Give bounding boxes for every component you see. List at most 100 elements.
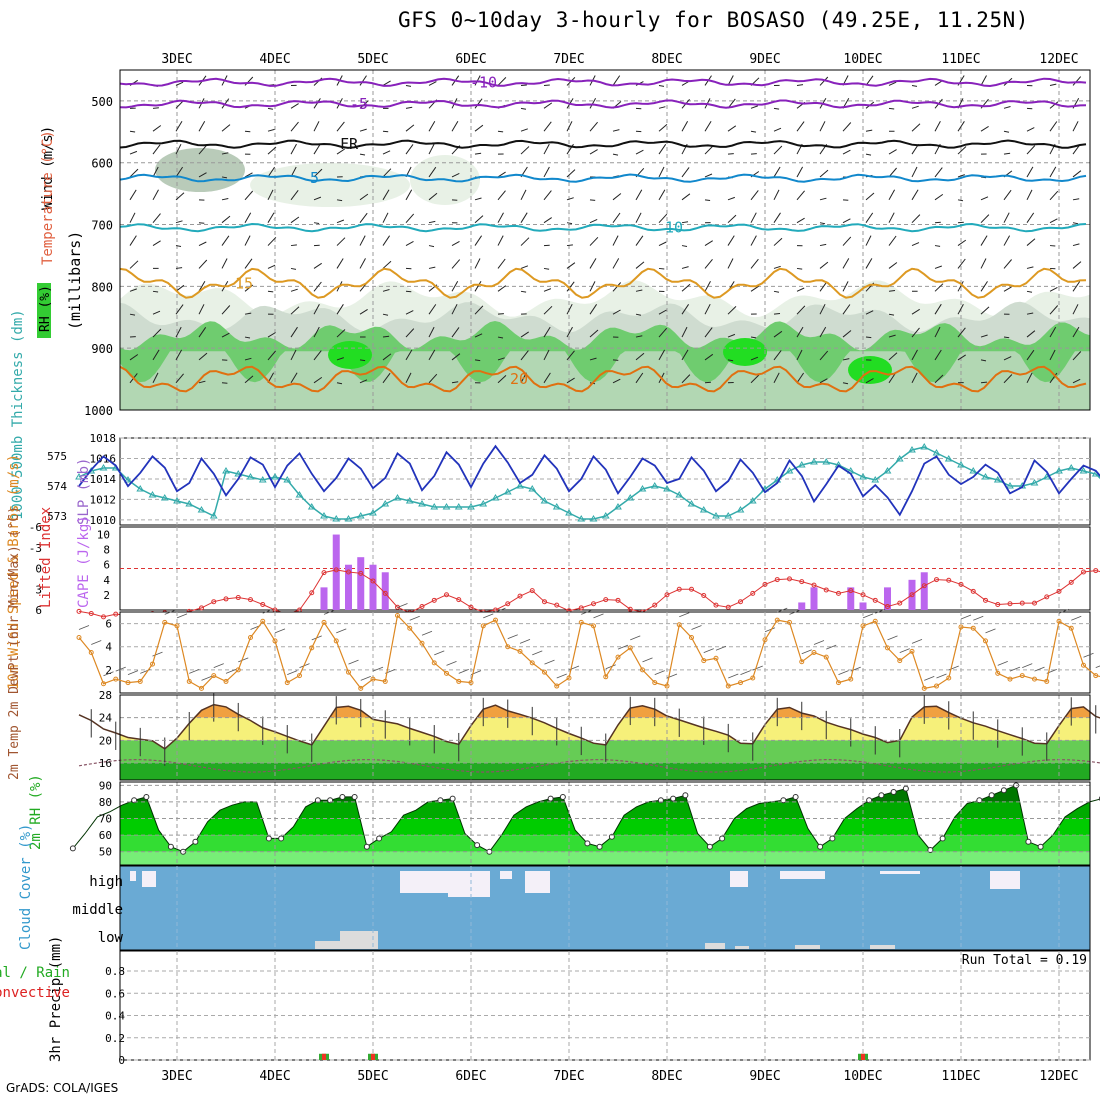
lifted-index-marker	[309, 590, 315, 596]
wind-speed-marker	[248, 634, 253, 640]
precip-panel: 0 0.2 0.4 0.6 0.8 Run Total = 0.19 3hr Precip …	[0, 936, 1091, 1067]
temp-panel-frame	[119, 694, 1091, 781]
wind-speed-marker	[517, 648, 523, 654]
wind-barb	[152, 240, 161, 246]
rh-marker	[829, 835, 836, 842]
wind-barb	[750, 235, 757, 246]
wind-barb	[359, 75, 367, 86]
cloud-panel: high middle low Cloud Cover (%)	[18, 824, 1091, 951]
wind-speed-marker	[995, 670, 1001, 676]
wind-barb	[934, 193, 944, 201]
wind-barb	[313, 196, 322, 201]
rh-marker	[706, 843, 713, 850]
rh-70-upper	[155, 148, 245, 192]
thickness-marker	[883, 467, 892, 474]
rh-marker	[363, 843, 370, 850]
lifted-index-marker	[419, 604, 425, 610]
thickness-marker	[712, 512, 720, 519]
thickness-marker	[895, 455, 904, 462]
precip-tick-label: 0.2	[105, 1032, 125, 1045]
thickness-marker	[283, 476, 292, 483]
thickness-marker	[993, 476, 1002, 483]
wind-barb	[658, 166, 665, 178]
wind-barb	[221, 98, 230, 109]
wind-barb	[911, 327, 920, 338]
wind-barb	[434, 650, 445, 656]
wind-barb	[727, 125, 737, 132]
lifted-index-marker	[1019, 600, 1025, 606]
rh-band	[120, 835, 1090, 852]
thickness-marker	[320, 512, 328, 519]
wind-barb	[497, 235, 504, 246]
wind-speed-marker	[1093, 673, 1099, 679]
date-label-bottom: 12DEC	[1039, 1069, 1078, 1084]
thickness-marker	[344, 515, 353, 522]
wind-barb	[566, 121, 573, 132]
wind-barb	[635, 289, 643, 292]
wind-barb	[842, 281, 849, 292]
wind-speed-marker	[591, 623, 596, 629]
li-tick-label: 3	[35, 583, 42, 596]
wind-barb	[1026, 312, 1034, 315]
wind-barb	[819, 197, 827, 201]
wind-barb	[957, 239, 967, 246]
wind-barb	[1049, 372, 1058, 384]
wind-barb	[428, 166, 437, 178]
temp-tick-label: 24	[99, 712, 113, 725]
wind-barb	[507, 634, 518, 640]
wind-barb	[198, 144, 208, 155]
wind-speed-marker	[101, 681, 106, 687]
wind-barb	[819, 261, 829, 269]
wind-barb	[980, 235, 988, 246]
thickness-marker	[246, 473, 255, 480]
wind-barb	[842, 258, 850, 269]
precip-axis-label: 3hr Precip (mm)	[48, 936, 64, 1062]
date-label-top: 5DEC	[357, 52, 388, 67]
rh-tick-label: 60	[99, 829, 112, 842]
cloud-axis-label: Cloud Cover (%)	[18, 824, 34, 950]
wind-barb	[290, 267, 297, 270]
lifted-index-marker	[333, 567, 339, 573]
wind-barb	[960, 614, 972, 620]
lifted-index-marker	[591, 601, 596, 607]
wind-barb	[704, 258, 713, 269]
wind-barb	[813, 640, 825, 645]
wind-speed-marker	[1032, 676, 1037, 682]
wind-barb	[750, 258, 759, 269]
wind-barb	[313, 281, 322, 292]
lifted-index-marker	[652, 602, 658, 608]
wind-barb	[1034, 666, 1045, 672]
cape-tick-label: 10	[97, 529, 110, 542]
wind-barb	[382, 353, 392, 361]
wind-barb	[658, 267, 665, 270]
wind-barb	[842, 330, 852, 338]
wind-barb	[405, 144, 414, 155]
wind-barb	[336, 199, 343, 202]
li-tick-label: -6	[29, 521, 42, 534]
wind-barb	[658, 106, 666, 109]
wind-barb	[704, 199, 711, 201]
cloud-high-bar	[142, 871, 156, 887]
wind-barb	[290, 216, 300, 224]
wind-barb	[129, 235, 137, 246]
rh-marker	[437, 797, 444, 804]
wind-barb	[612, 282, 622, 292]
wind-barb	[262, 608, 273, 614]
wind-barb	[566, 262, 576, 269]
wind-barb	[244, 375, 254, 384]
wind-speed-marker	[811, 650, 817, 655]
wind-barb	[589, 357, 597, 361]
wind-barb	[267, 350, 276, 361]
wind-barb	[520, 107, 527, 110]
lifted-index-marker	[1044, 594, 1050, 600]
wind-barb	[796, 217, 805, 224]
lifted-index-marker	[897, 600, 903, 606]
rh-marker	[192, 838, 199, 845]
date-label-top: 3DEC	[161, 52, 192, 67]
date-label-top: 8DEC	[651, 52, 682, 67]
wind-barb	[679, 612, 690, 618]
wind-barb	[691, 625, 702, 630]
wind-barb	[336, 628, 347, 634]
lifted-index-marker	[346, 569, 351, 575]
wind-barb	[796, 349, 803, 361]
